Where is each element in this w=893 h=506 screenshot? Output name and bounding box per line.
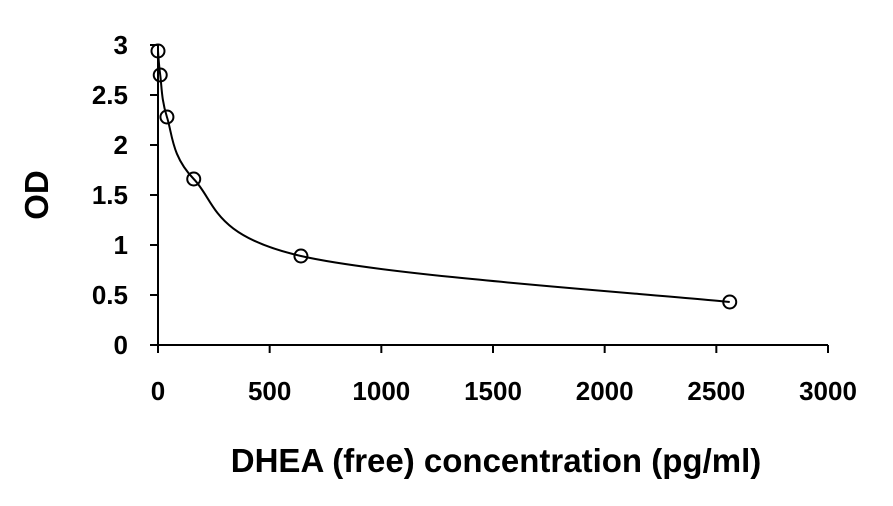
y-ticks: 0 0.5 1 1.5 2 2.5 3 (92, 30, 158, 360)
data-point (159, 109, 175, 125)
axes: 0 0.5 1 1.5 2 2.5 3 0 500 1000 1500 2000 2500 3000 (92, 30, 857, 406)
data-point (722, 294, 738, 310)
y-tick-label: 2.5 (92, 80, 128, 110)
x-tick-label: 1500 (464, 376, 522, 406)
data-point (150, 43, 166, 59)
fit-curve (157, 50, 730, 303)
y-tick-label: 3 (114, 30, 128, 60)
y-tick-label: 2 (114, 130, 128, 160)
y-axis-title: OD (18, 170, 55, 220)
x-tick-label: 500 (248, 376, 291, 406)
y-tick-label: 1 (114, 230, 128, 260)
data-point (186, 171, 202, 187)
x-tick-label: 2500 (687, 376, 745, 406)
x-tick-label: 2000 (576, 376, 634, 406)
y-tick-label: 1.5 (92, 180, 128, 210)
x-axis-title: DHEA (free) concentration (pg/ml) (231, 442, 761, 479)
y-tick-label: 0.5 (92, 280, 128, 310)
x-ticks: 0 500 1000 1500 2000 2500 3000 (151, 345, 857, 406)
data-point (152, 67, 168, 83)
data-points (150, 43, 738, 310)
data-point (293, 248, 309, 264)
y-tick-label: 0 (114, 330, 128, 360)
x-tick-label: 1000 (352, 376, 410, 406)
x-tick-label: 3000 (799, 376, 857, 406)
x-tick-label: 0 (151, 376, 165, 406)
